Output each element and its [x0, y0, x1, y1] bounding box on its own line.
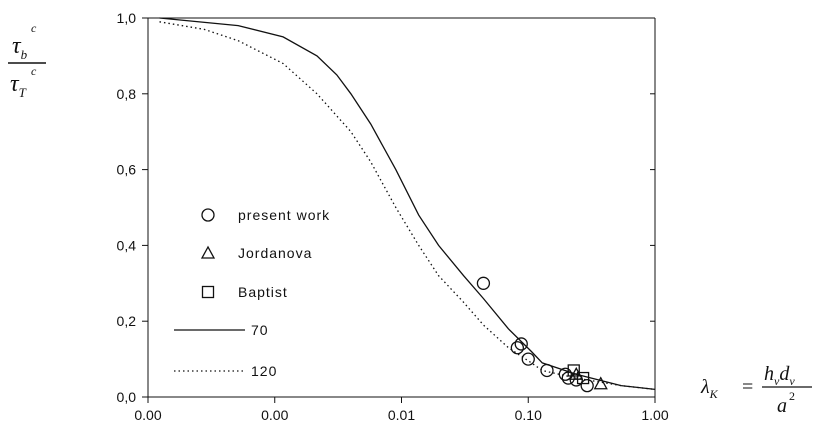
x-label-equals: = [742, 376, 753, 398]
y-label-numerator-sup: c [31, 21, 37, 35]
y-tick-label: 0,0 [117, 389, 137, 405]
series-line-70 [159, 17, 656, 391]
point-triangle [593, 376, 608, 390]
point-circle [476, 276, 491, 290]
x-label-symbol-sub: K [709, 387, 719, 401]
y-label-numerator: τ [12, 33, 22, 59]
x-label-symbol: λ [700, 376, 710, 398]
legend-label: 120 [251, 363, 277, 379]
y-tick-label: 0,4 [117, 237, 137, 253]
svg-text:τT: τT [10, 71, 27, 100]
y-label-denominator-sup: c [31, 64, 37, 78]
legend-marker-square [201, 285, 215, 299]
point-circle [510, 341, 524, 355]
svg-text:hvdv: hvdv [764, 363, 795, 388]
point-circle [540, 363, 554, 378]
point-circle [521, 352, 535, 366]
legend-label: Jordanova [238, 245, 312, 261]
legend-label: 70 [251, 322, 269, 338]
y-label-denominator: τ [10, 71, 20, 97]
point-circle [569, 373, 583, 387]
legend-marker-triangle [200, 245, 216, 259]
x-label-den: a [777, 395, 787, 417]
x-tick-label: 0.01 [388, 407, 415, 423]
x-tick-label: 0.00 [134, 407, 161, 423]
x-tick-label: 0.00 [261, 407, 288, 423]
svg-text:λK: λK [700, 376, 719, 401]
series-line-120 [159, 21, 656, 391]
x-tick-label: 1.00 [641, 407, 668, 423]
x-label-num-d: d [779, 363, 790, 385]
y-label-numerator-sub: b [21, 47, 28, 62]
y-label-denominator-sub: T [19, 85, 27, 100]
legend-marker-circle [201, 208, 215, 222]
x-label-num-h: h [764, 363, 774, 385]
point-circle [514, 337, 528, 351]
y-tick-label: 1,0 [117, 10, 137, 26]
point-square [576, 371, 590, 385]
x-tick-label: 0.10 [515, 407, 542, 423]
x-axis-label: λK = hvdv a 2 [700, 363, 812, 417]
x-label-num-h-sub: v [774, 374, 780, 388]
series-markers [476, 276, 608, 393]
x-label-num-d-sub: v [789, 374, 795, 388]
series-lines [159, 17, 656, 391]
axes: 0,0 0,2 0,4 0,6 0,8 1,0 0.00 0.00 0.01 0.10 1.00 [117, 10, 669, 423]
y-tick-label: 0,8 [117, 86, 137, 102]
point-circle [580, 378, 594, 393]
svg-text:τb: τb [12, 33, 28, 62]
legend: present work Jordanova Baptist 70 120 [174, 207, 330, 379]
x-label-den-sup: 2 [789, 389, 795, 403]
y-axis-label: τb c τT c [8, 21, 46, 100]
point-circle [558, 367, 572, 381]
y-tick-label: 0,6 [117, 162, 137, 178]
legend-label: Baptist [238, 284, 288, 300]
point-square [567, 364, 580, 377]
y-tick-label: 0,2 [117, 313, 137, 329]
legend-label: present work [238, 207, 330, 223]
